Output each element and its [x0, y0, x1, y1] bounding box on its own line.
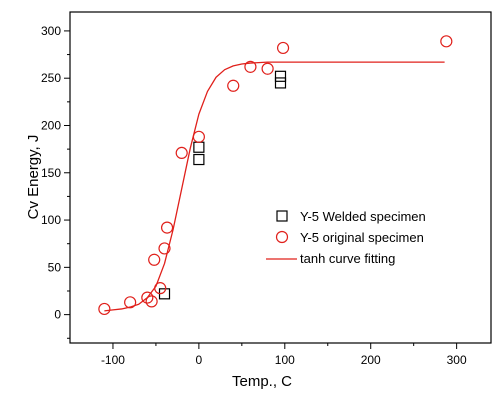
legend-circle-marker — [275, 230, 289, 244]
legend-label-original: Y-5 original specimen — [300, 230, 424, 245]
y-tick-label: 150 — [41, 166, 61, 180]
axis-tick-labels: -100 0 100 200 300 0 50 100 150 200 250 300 — [41, 24, 467, 367]
data-markers — [98, 35, 453, 316]
welded-point — [274, 70, 287, 82]
legend-label-welded: Y-5 Welded specimen — [300, 209, 426, 224]
x-tick-label: 0 — [196, 353, 203, 367]
original-point — [440, 35, 453, 48]
legend-square-marker — [276, 210, 288, 222]
y-tick-label: 100 — [41, 213, 61, 227]
axis-ticks — [64, 30, 458, 349]
original-point — [227, 79, 240, 92]
original-point — [175, 146, 188, 160]
original-point — [98, 302, 111, 316]
original-point — [158, 242, 171, 255]
x-tick-label: 100 — [275, 353, 295, 367]
welded-point — [193, 153, 205, 166]
y-tick-label: 300 — [41, 24, 61, 38]
original-point — [276, 41, 290, 55]
original-point — [124, 296, 137, 309]
original-point — [261, 62, 274, 75]
x-tick-label: 200 — [361, 353, 381, 367]
y-axis-title: Cv Energy, J — [25, 135, 42, 220]
legend: Y-5 Welded specimen Y-5 original specime… — [266, 209, 426, 266]
x-tick-label: 300 — [447, 353, 467, 367]
y-tick-label: 250 — [41, 71, 61, 85]
tanh-fit-line — [104, 61, 445, 312]
original-point — [145, 295, 158, 308]
welded-point — [193, 141, 205, 153]
original-point — [244, 60, 257, 73]
y-tick-label: 50 — [48, 260, 62, 274]
original-point — [141, 291, 154, 304]
original-point — [148, 253, 161, 266]
original-point — [154, 282, 167, 295]
legend-label-fit: tanh curve fitting — [300, 251, 395, 266]
y-tick-label: 200 — [41, 118, 61, 132]
original-point — [192, 130, 205, 143]
plot-area-frame — [69, 11, 492, 344]
welded-point — [274, 77, 287, 89]
x-axis-title: Temp., C — [232, 373, 292, 390]
fit-curves — [104, 61, 445, 312]
y-tick-label: 0 — [54, 308, 61, 322]
x-tick-label: -100 — [101, 353, 125, 367]
original-point — [160, 221, 174, 234]
